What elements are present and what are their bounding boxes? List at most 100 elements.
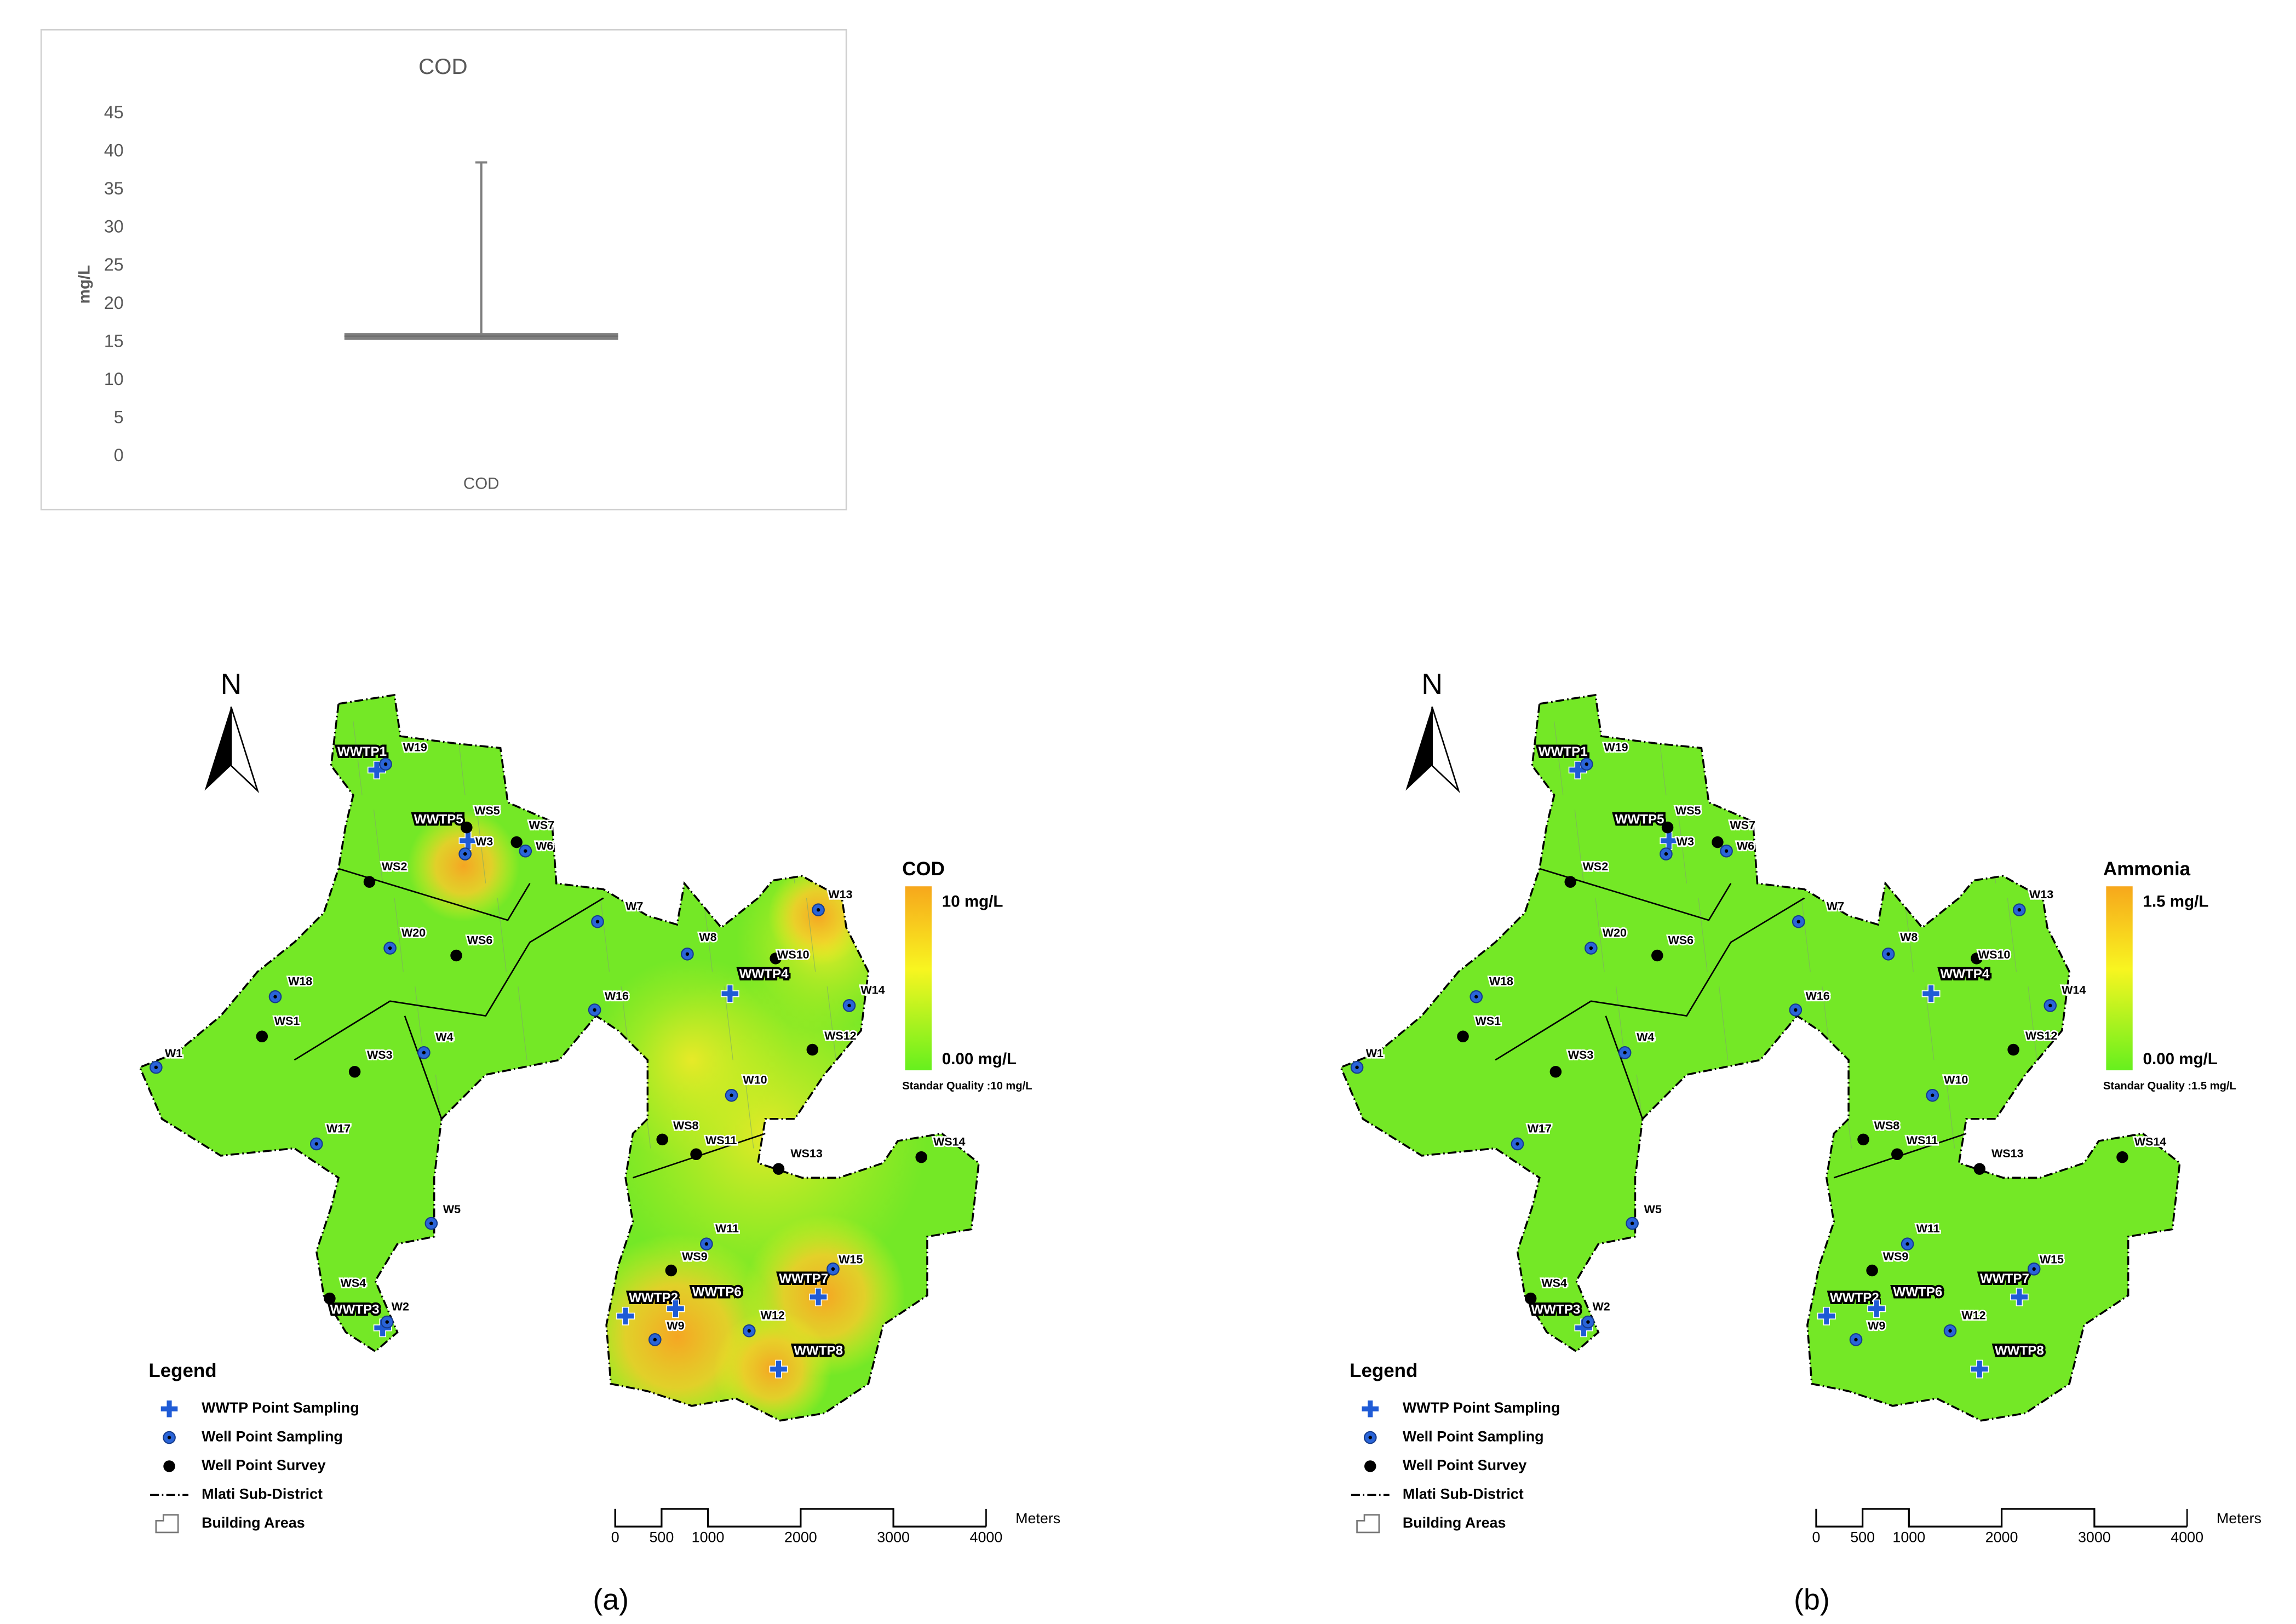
building-hatch xyxy=(662,721,672,795)
well-survey-icon xyxy=(1651,949,1663,962)
point-label: W3 xyxy=(475,835,493,848)
building-hatch xyxy=(744,1075,754,1149)
point-label: WS13 xyxy=(1991,1147,2024,1160)
y-tick-label: 45 xyxy=(104,102,124,122)
point-label: WWTP8 xyxy=(794,1344,843,1358)
building-hatch xyxy=(1863,721,1873,795)
point-label: WWTP2 xyxy=(629,1290,678,1305)
point-label: WS7 xyxy=(1730,819,1755,832)
well-sampling-dot xyxy=(1586,1320,1590,1324)
north-label: N xyxy=(220,668,242,701)
point-label: WS9 xyxy=(1883,1250,1909,1263)
point-label: WS1 xyxy=(1475,1014,1501,1028)
building-hatch xyxy=(868,721,878,795)
building-hatch xyxy=(1925,986,1935,1060)
building-hatch xyxy=(1739,1075,1749,1149)
well-survey-icon xyxy=(363,876,376,888)
point-label: W18 xyxy=(1489,975,1513,988)
y-tick-label: 10 xyxy=(104,369,124,389)
point-label: W8 xyxy=(1900,931,1918,944)
point-label: WWTP6 xyxy=(1893,1284,1942,1299)
well-sampling-dot xyxy=(1368,1436,1372,1439)
legend-label: Well Point Sampling xyxy=(1403,1428,1544,1445)
point-label: WS5 xyxy=(474,804,500,817)
scale-label: 3000 xyxy=(2078,1529,2111,1546)
well-sampling-dot xyxy=(704,1242,709,1246)
point-label: WS10 xyxy=(1978,948,2011,961)
well-survey-icon xyxy=(690,1148,702,1161)
building-hatch xyxy=(847,1075,857,1149)
wwtp-icon xyxy=(2010,1287,2029,1306)
point-label: W4 xyxy=(1637,1031,1654,1044)
well-sampling-dot xyxy=(747,1329,751,1333)
point-label: WWTP6 xyxy=(692,1284,742,1299)
well-survey-icon xyxy=(2007,1043,2019,1056)
well-sampling-dot xyxy=(831,1267,835,1271)
north-label: N xyxy=(1421,668,1443,701)
building-hatch xyxy=(1966,721,1976,795)
scale-unit: Meters xyxy=(1015,1510,1060,1527)
well-survey-icon xyxy=(656,1133,668,1146)
well-sampling-dot xyxy=(1796,920,1800,923)
well-sampling-dot xyxy=(593,1008,596,1012)
caption: (b) xyxy=(1794,1583,1830,1616)
point-label: W12 xyxy=(761,1309,785,1322)
building-hatch xyxy=(579,810,589,883)
well-sampling-dot xyxy=(463,852,467,856)
building-hatch xyxy=(2007,898,2017,972)
wwtp-icon xyxy=(720,984,739,1003)
point-label: W13 xyxy=(828,888,852,901)
scale-label: 4000 xyxy=(2171,1529,2203,1546)
well-survey-icon xyxy=(1857,1133,1869,1146)
x-tick-label: COD xyxy=(463,474,500,492)
legend-label: WWTP Point Sampling xyxy=(1403,1399,1560,1416)
point-label: WS8 xyxy=(673,1119,699,1132)
well-survey-icon xyxy=(770,952,782,965)
well-sampling-dot xyxy=(1664,852,1668,856)
well-sampling-dot xyxy=(429,1221,433,1225)
well-sampling-dot xyxy=(847,1003,851,1008)
point-label: WS7 xyxy=(529,819,555,832)
point-label: WWTP3 xyxy=(330,1302,380,1317)
well-sampling-dot xyxy=(385,1320,389,1324)
point-label: W6 xyxy=(536,839,553,852)
building-hatch xyxy=(703,898,713,972)
point-label: WWTP8 xyxy=(1995,1344,2044,1358)
point-label: W16 xyxy=(1806,989,1830,1002)
well-sampling-dot xyxy=(2048,1003,2052,1008)
building-hatch xyxy=(826,986,836,1060)
building-hatch xyxy=(1718,986,1729,1060)
well-survey-icon xyxy=(1524,1292,1537,1305)
building-hatch xyxy=(1945,1075,1955,1149)
point-label: W14 xyxy=(2062,984,2086,997)
point-label: W17 xyxy=(1528,1122,1552,1135)
well-survey-icon xyxy=(1712,836,1724,848)
standard-note: Standar Quality :10 mg/L xyxy=(902,1080,1032,1092)
map-panel: WWTP1 WWTP5 WWTP3 WWTP4 WWTP7 WWTP2 WWTP6 WWTP8… xyxy=(139,668,1060,1616)
wwtp-icon xyxy=(1568,760,1587,779)
well-survey-icon xyxy=(450,949,462,962)
point-label: WWTP1 xyxy=(1539,744,1588,759)
colorbar xyxy=(2106,886,2133,1071)
well-sampling-dot xyxy=(1474,995,1478,998)
scale-label: 1000 xyxy=(1892,1529,1925,1546)
colorbar-title: Ammonia xyxy=(2103,858,2191,880)
point-label: WWTP7 xyxy=(779,1271,828,1286)
well-survey-icon xyxy=(1564,876,1576,888)
well-survey-icon xyxy=(1971,952,1983,965)
well-sampling-dot xyxy=(1355,1065,1359,1069)
well-sampling-dot xyxy=(1794,1008,1798,1012)
y-tick-label: 35 xyxy=(104,179,124,198)
point-label: W9 xyxy=(1868,1319,1885,1332)
point-label: W19 xyxy=(1604,741,1628,754)
well-survey-icon xyxy=(1549,1066,1562,1078)
building-hatch xyxy=(682,810,692,883)
point-label: WWTP1 xyxy=(337,744,387,759)
building-hatch xyxy=(1801,898,1811,972)
point-label: W10 xyxy=(1944,1074,1968,1087)
point-label: W10 xyxy=(743,1074,767,1087)
legend-label: Mlati Sub-District xyxy=(202,1485,323,1502)
well-sampling-dot xyxy=(1585,762,1589,766)
point-label: W2 xyxy=(392,1300,409,1313)
wwtp-icon xyxy=(1970,1359,1989,1379)
